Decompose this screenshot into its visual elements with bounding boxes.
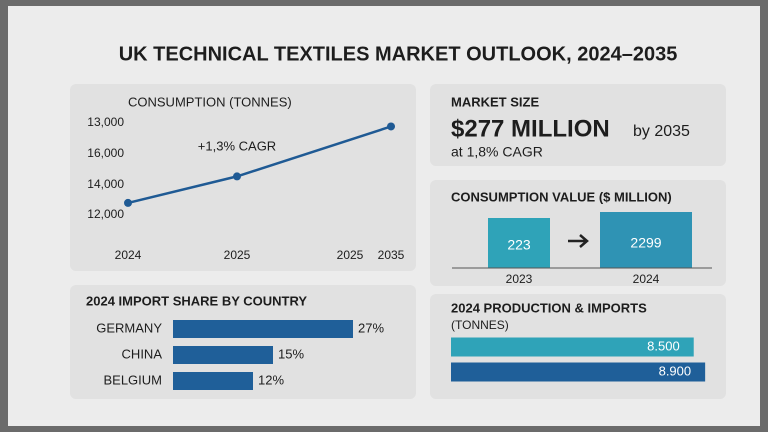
market-size-label: MARKET SIZE [451, 94, 539, 109]
bar [451, 362, 706, 382]
year-label: 2023 [506, 272, 533, 286]
annotation: +1,3% CAGR [198, 138, 276, 153]
x-tick-label: 2035 [378, 248, 405, 262]
bar [173, 320, 353, 338]
y-tick-label: 14,000 [87, 177, 124, 191]
consumption-value-title: CONSUMPTION VALUE ($ MILLION) [451, 189, 672, 204]
x-tick-label: 2025 [337, 248, 364, 262]
chart-title: CONSUMPTION (TONNES) [128, 94, 292, 109]
y-tick-label: 16,000 [87, 146, 124, 160]
category-label: CHINA [122, 346, 163, 361]
panel [70, 285, 416, 399]
market-size-value: $277 MILLION [451, 115, 610, 142]
market-size-suffix: by 2035 [633, 123, 690, 140]
value-box-label: 2299 [630, 235, 661, 251]
chart-subtitle: (TONNES) [451, 318, 509, 332]
y-tick-label: 13,000 [87, 115, 124, 129]
point [387, 122, 395, 131]
point [124, 198, 132, 207]
value-label: 8.900 [659, 363, 692, 378]
chart-title: 2024 IMPORT SHARE BY COUNTRY [86, 293, 307, 308]
value-box [600, 212, 692, 268]
value-label: 12% [258, 372, 284, 387]
x-tick-label: 2025 [224, 248, 251, 262]
value-label: 15% [278, 346, 304, 361]
bar [173, 346, 273, 364]
arrow [568, 234, 589, 248]
year-label: 2024 [633, 272, 660, 286]
bar [173, 372, 253, 390]
panel [430, 84, 726, 166]
value-label: 27% [358, 320, 384, 335]
value-label: 8.500 [647, 338, 680, 353]
category-label: BELGIUM [103, 372, 162, 387]
y-tick-label: 12,000 [87, 207, 124, 221]
value-box-label: 223 [507, 237, 531, 253]
x-tick-label: 2024 [115, 248, 142, 262]
panel [70, 84, 416, 271]
value-box [488, 218, 550, 268]
chart-title: 2024 PRODUCTION & IMPORTS [451, 300, 647, 315]
market-size-note: at 1,8% CAGR [451, 144, 543, 160]
bar [451, 337, 694, 357]
point [233, 172, 241, 181]
main-title: UK TECHNICAL TEXTILES MARKET OUTLOOK, 20… [119, 43, 678, 65]
category-label: GERMANY [96, 320, 162, 335]
